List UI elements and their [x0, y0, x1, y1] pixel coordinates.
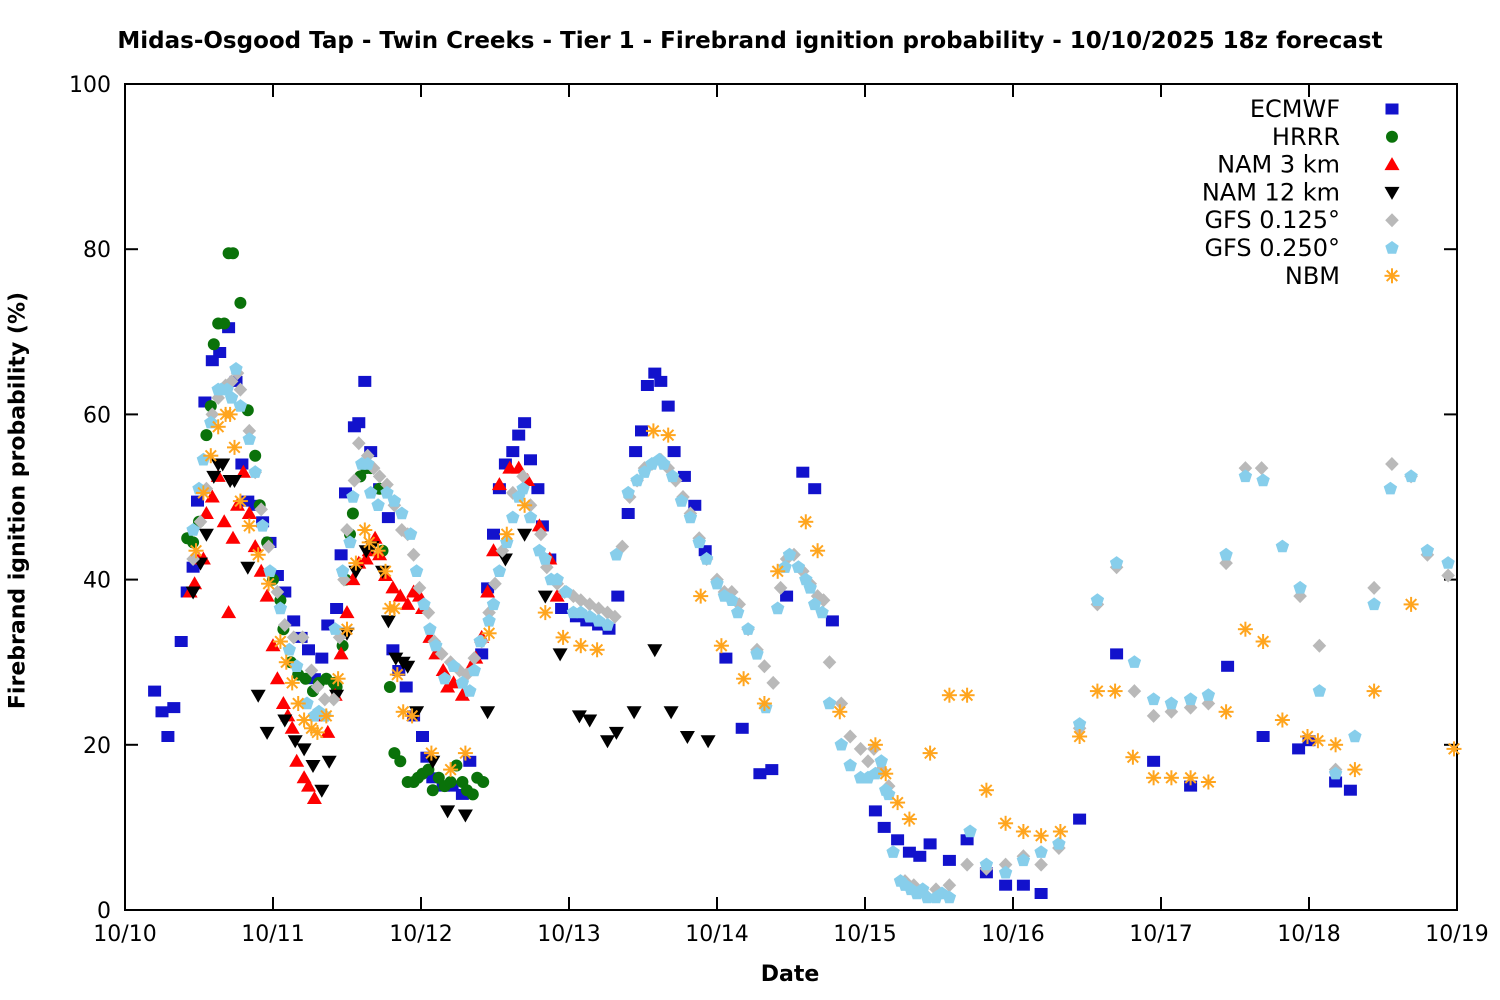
x-tick-label: 10/13: [537, 922, 600, 947]
legend-marker: [1384, 268, 1400, 284]
legend-marker: [1385, 241, 1399, 254]
x-tick-label: 10/15: [833, 922, 896, 947]
x-tick-label: 10/17: [1129, 922, 1192, 947]
legend-label: NAM 12 km: [1202, 178, 1340, 206]
legend-label: NAM 3 km: [1217, 151, 1340, 179]
legend-label: HRRR: [1272, 123, 1340, 151]
y-tick-label: 20: [83, 734, 111, 759]
x-axis-label: Date: [760, 962, 820, 987]
y-tick-label: 40: [83, 569, 111, 594]
plot-border: [124, 83, 1458, 911]
legend-label: ECMWF: [1250, 95, 1340, 123]
legend-marker: [1386, 130, 1398, 143]
x-tick-label: 10/18: [1277, 922, 1340, 947]
legend-label: GFS 0.250°: [1204, 234, 1340, 262]
x-tick-label: 10/10: [93, 922, 156, 947]
y-tick-label: 80: [83, 238, 111, 263]
series-nam-3-km: [182, 460, 565, 804]
x-tick-label: 10/19: [1425, 922, 1488, 947]
legend-marker: [1385, 213, 1399, 228]
legend-label: NBM: [1285, 262, 1340, 290]
series-ecmwf: [148, 322, 1357, 899]
legend-marker: [1385, 103, 1399, 115]
series-nbm: [188, 406, 1462, 844]
legend-marker: [1384, 186, 1400, 200]
x-tick-label: 10/14: [685, 922, 748, 947]
x-tick-label: 10/16: [981, 922, 1044, 947]
y-tick-label: 100: [69, 73, 111, 98]
x-tick-label: 10/11: [241, 922, 304, 947]
series-gfs-0-250-: [186, 362, 1455, 904]
chart-title: Midas-Osgood Tap - Twin Creeks - Tier 1 …: [117, 28, 1383, 54]
y-tick-label: 60: [83, 403, 111, 428]
y-tick-label: 0: [97, 899, 111, 924]
legend-label: GFS 0.125°: [1204, 206, 1340, 234]
x-tick-label: 10/12: [389, 922, 452, 947]
legend-marker: [1384, 157, 1400, 171]
